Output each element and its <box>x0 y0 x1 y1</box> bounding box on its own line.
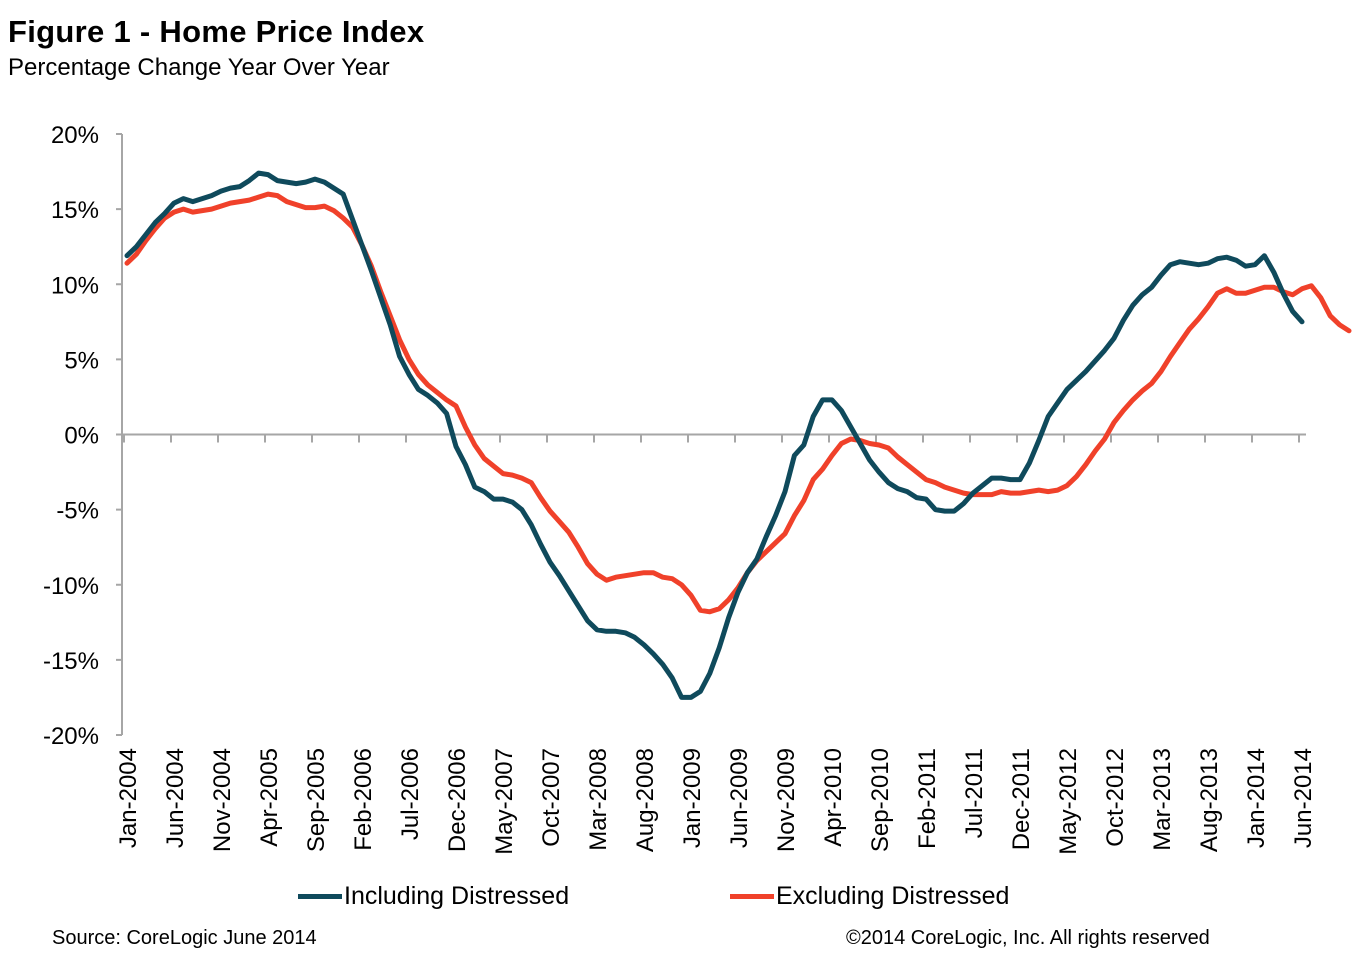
legend-swatch-including <box>298 894 342 899</box>
x-tick-label: Apr-2010 <box>820 748 847 847</box>
y-tick-label: -20% <box>43 723 99 750</box>
x-tick-label: Sep-2005 <box>303 748 330 852</box>
series-line-including-distressed <box>124 170 1305 700</box>
legend-label-excluding: Excluding Distressed <box>776 882 1010 910</box>
x-tick-label: Aug-2008 <box>632 748 659 852</box>
axes <box>121 134 1306 735</box>
x-axis-ticks: Jan-2004 Jun-2004 Nov-2004 Apr-2005 Sep-2005… <box>115 434 1317 855</box>
x-tick-label: Dec-2011 <box>1008 748 1035 850</box>
copyright-note: ©2014 CoreLogic, Inc. All rights reserve… <box>846 927 1210 949</box>
x-tick-label: May-2007 <box>491 748 518 855</box>
y-tick-label: 15% <box>51 197 99 224</box>
legend-swatch-excluding <box>730 894 774 899</box>
x-tick-label: Oct-2012 <box>1102 748 1129 847</box>
y-tick-label: 5% <box>64 347 99 374</box>
series-lines <box>124 170 1352 700</box>
chart-title: Figure 1 - Home Price Index <box>8 14 425 49</box>
source-note: Source: CoreLogic June 2014 <box>52 927 317 949</box>
x-tick-label: Jul-2011 <box>961 748 988 838</box>
x-tick-label: Jan-2014 <box>1243 748 1270 848</box>
legend-item-excluding: Excluding Distressed <box>730 882 1009 911</box>
y-tick-label: -10% <box>43 573 99 600</box>
x-tick-label: Mar-2013 <box>1149 748 1176 851</box>
y-tick-label: 10% <box>51 272 99 299</box>
x-tick-label: Aug-2013 <box>1196 748 1223 852</box>
x-tick-label: Oct-2007 <box>538 748 565 847</box>
y-axis-ticks: 20% 15% 10% 5% 0% -5% -10% -15% -20% <box>43 122 122 750</box>
x-tick-label: Nov-2004 <box>209 748 236 852</box>
y-tick-label: -5% <box>56 498 99 525</box>
x-tick-label: Sep-2010 <box>867 748 894 852</box>
x-tick-label: Jun-2014 <box>1290 748 1317 848</box>
chart-subtitle: Percentage Change Year Over Year <box>8 54 390 81</box>
x-tick-label: Jan-2009 <box>679 748 706 848</box>
x-tick-label: Dec-2006 <box>444 748 471 852</box>
x-tick-label: Jul-2006 <box>397 748 424 840</box>
y-tick-label: -15% <box>43 648 99 675</box>
x-tick-label: Apr-2005 <box>256 748 283 847</box>
x-tick-label: Mar-2008 <box>585 748 612 851</box>
series-line-excluding-distressed <box>124 191 1352 615</box>
x-tick-label: Nov-2009 <box>773 748 800 852</box>
x-tick-label: May-2012 <box>1055 748 1082 855</box>
x-tick-label: Jun-2004 <box>162 748 189 848</box>
x-tick-label: Feb-2006 <box>350 748 377 851</box>
legend-item-including: Including Distressed <box>298 882 569 911</box>
x-tick-label: Feb-2011 <box>914 748 941 849</box>
y-tick-label: 0% <box>64 423 99 450</box>
x-tick-label: Jun-2009 <box>726 748 753 848</box>
legend-label-including: Including Distressed <box>344 882 570 910</box>
x-tick-label: Jan-2004 <box>115 748 142 848</box>
y-tick-label: 20% <box>51 122 99 149</box>
